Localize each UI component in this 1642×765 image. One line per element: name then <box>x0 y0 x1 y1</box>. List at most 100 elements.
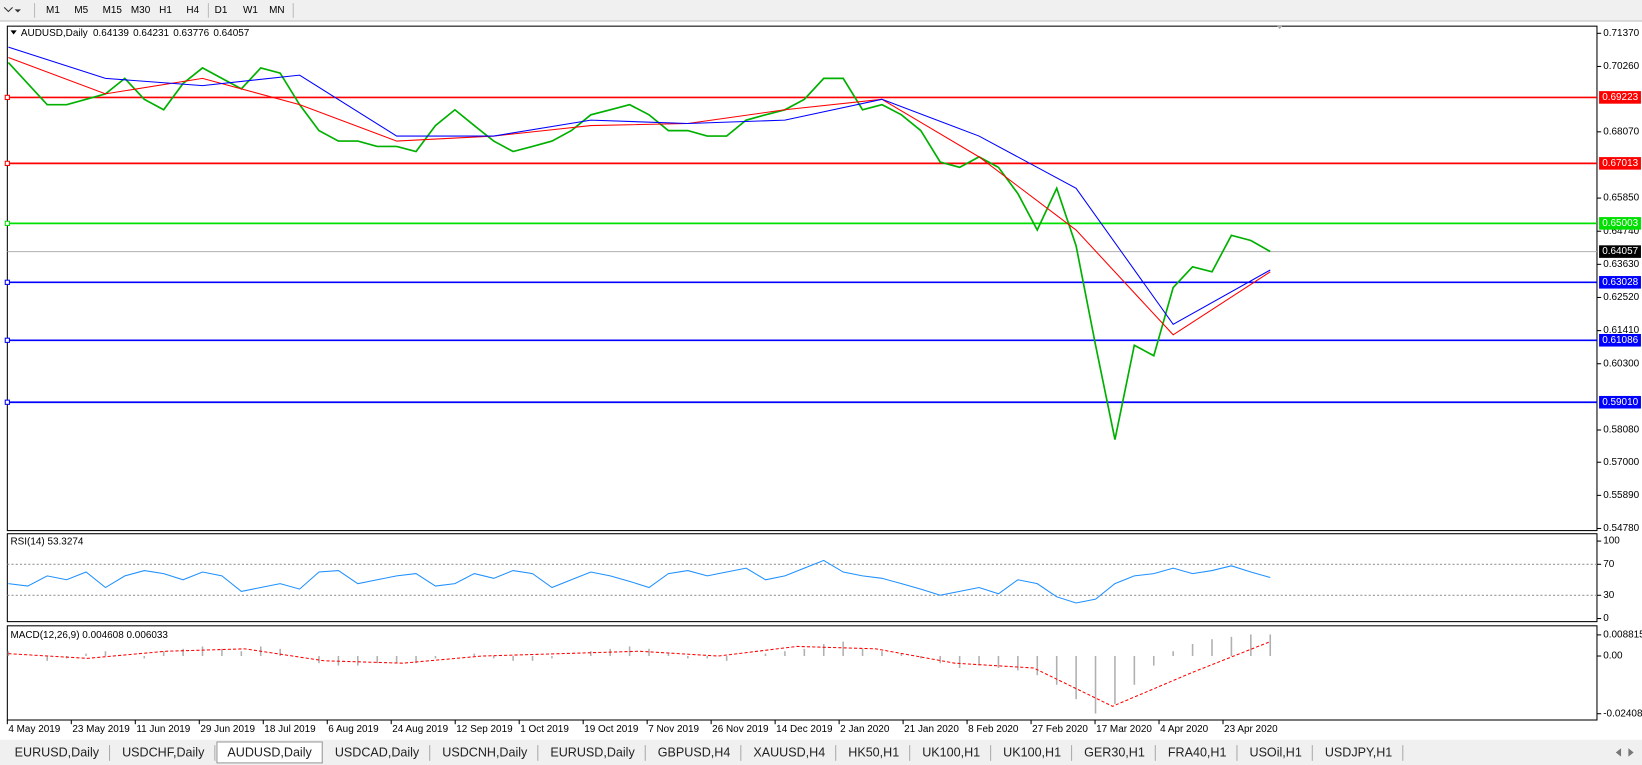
y-tick-label: 0.68070 <box>1603 126 1639 137</box>
x-tick-label: 17 Mar 2020 <box>1096 724 1152 735</box>
quote-value: 0.64139 <box>93 28 129 39</box>
timeframe-button[interactable]: H1 <box>159 5 172 16</box>
tab[interactable] <box>539 741 646 763</box>
indicator-line <box>8 559 1271 604</box>
timeframe-button[interactable]: M15 <box>103 5 123 16</box>
timeframe-button[interactable]: H4 <box>186 5 199 16</box>
y-tick-label: 0.55890 <box>1603 490 1639 501</box>
level-label-box <box>1599 333 1641 347</box>
y-tick-label: -0.024082 <box>1603 708 1642 719</box>
x-tick-label: 23 Apr 2020 <box>1224 724 1278 735</box>
x-tick-label: 23 May 2019 <box>72 724 130 735</box>
quote-value: 0.64057 <box>213 28 249 39</box>
macd-title: MACD(12,26,9) 0.004608 0.006033 <box>10 630 168 641</box>
tab[interactable] <box>911 741 991 763</box>
tab[interactable] <box>742 741 836 763</box>
timeframe-button[interactable]: W1 <box>243 5 258 16</box>
tab-label[interactable]: GBPUSD,H4 <box>658 745 731 759</box>
tab[interactable] <box>1157 741 1237 763</box>
price-line <box>7 62 1271 440</box>
quote-value: 0.63776 <box>173 28 209 39</box>
main-panel <box>6 25 1598 532</box>
tab-label[interactable]: GER30,H1 <box>1084 745 1145 759</box>
level-handle <box>4 160 10 166</box>
x-tick-label: 18 Jul 2019 <box>264 724 316 735</box>
level-label: 0.69223 <box>1602 92 1638 103</box>
level-handle <box>4 94 10 101</box>
timeframe-button[interactable]: D1 <box>215 5 228 16</box>
y-tick-label: 0.65850 <box>1603 193 1639 204</box>
y-tick-label: 0.70260 <box>1603 61 1639 72</box>
moving-average <box>8 46 1271 325</box>
tab-label[interactable]: USDCHF,Daily <box>122 745 205 759</box>
x-tick-label: 14 Dec 2019 <box>776 724 833 735</box>
tab-label[interactable]: HK50,H1 <box>848 745 899 759</box>
timeframe-button[interactable]: MN <box>269 5 284 16</box>
tab[interactable] <box>1073 741 1156 763</box>
symbol-menu[interactable] <box>10 30 17 35</box>
tab-label[interactable]: USOil,H1 <box>1250 745 1302 759</box>
x-tick-label: 26 Nov 2019 <box>712 724 769 735</box>
x-tick-label: 21 Jan 2020 <box>904 724 959 735</box>
toolbar <box>0 0 1642 21</box>
rsi-title: RSI(14) 53.3274 <box>10 537 83 548</box>
x-tick-label: 11 Jun 2019 <box>136 724 190 735</box>
level-label-box <box>1599 157 1641 170</box>
x-tick-label: 1 Oct 2019 <box>520 724 569 735</box>
x-tick-label: 29 Jun 2019 <box>200 724 255 735</box>
tab[interactable] <box>324 741 430 763</box>
tab-label[interactable]: EURUSD,Daily <box>550 745 635 759</box>
tab-label[interactable]: AUDUSD,Daily <box>227 745 312 759</box>
y-tick-label: 0.64740 <box>1603 226 1639 237</box>
x-tick-label: 4 Apr 2020 <box>1160 724 1209 735</box>
tab[interactable] <box>1314 741 1403 763</box>
toolbar-icon[interactable] <box>3 6 13 13</box>
x-tick-label: 12 Sep 2019 <box>456 724 513 735</box>
level-label-box <box>1599 217 1641 230</box>
tab[interactable] <box>992 741 1072 763</box>
level-handle <box>4 399 10 405</box>
timeframe-button[interactable]: M1 <box>46 5 60 16</box>
tab-label[interactable]: USDJPY,H1 <box>1325 745 1392 759</box>
x-tick-label: 19 Oct 2019 <box>584 724 639 735</box>
signal-line <box>8 641 1271 707</box>
y-tick-label: 0.62520 <box>1603 292 1639 303</box>
y-tick-label: 70 <box>1603 559 1615 570</box>
tab-label[interactable]: FRA40,H1 <box>1168 745 1227 759</box>
tab[interactable] <box>1239 741 1313 763</box>
tab[interactable] <box>4 741 110 763</box>
toolbar-dropdown[interactable] <box>14 9 21 13</box>
level-label-box <box>1599 91 1641 104</box>
chart-window <box>0 21 1642 740</box>
moving-average <box>8 56 1271 336</box>
y-tick-label: 100 <box>1603 536 1620 547</box>
x-tick-label: 4 May 2019 <box>8 724 60 735</box>
tab-scroll[interactable] <box>1615 748 1634 757</box>
tab[interactable] <box>111 741 215 763</box>
tab-label[interactable]: UK100,H1 <box>1003 745 1061 759</box>
x-tick-label: 27 Feb 2020 <box>1032 724 1088 735</box>
level-handle <box>4 279 10 285</box>
level-label: 0.61086 <box>1602 335 1638 346</box>
timeframe-button[interactable]: M5 <box>74 5 88 16</box>
tab[interactable] <box>647 741 741 763</box>
tab-label[interactable]: UK100,H1 <box>922 745 980 759</box>
y-tick-label: 0.71370 <box>1603 28 1639 39</box>
x-tick-label: 2 Jan 2020 <box>840 724 890 735</box>
symbol-title: AUDUSD,Daily <box>21 28 88 39</box>
tab-label[interactable]: USDCAD,Daily <box>335 745 420 759</box>
tab-label[interactable]: EURUSD,Daily <box>15 745 100 759</box>
tab[interactable] <box>431 741 538 763</box>
tab-label[interactable]: USDCNH,Daily <box>442 745 528 759</box>
tab-label[interactable]: XAUUSD,H4 <box>753 745 825 759</box>
tab[interactable] <box>837 741 910 763</box>
timeframe-button[interactable]: M30 <box>131 5 151 16</box>
x-tick-label: 6 Aug 2019 <box>328 724 379 735</box>
y-tick-label: 0.57000 <box>1603 457 1639 468</box>
y-tick-label: 0.00 <box>1603 651 1623 662</box>
y-tick-label: 0 <box>1603 613 1609 624</box>
y-tick-label: 0.63630 <box>1603 259 1639 270</box>
x-tick-label: 7 Nov 2019 <box>648 724 699 735</box>
